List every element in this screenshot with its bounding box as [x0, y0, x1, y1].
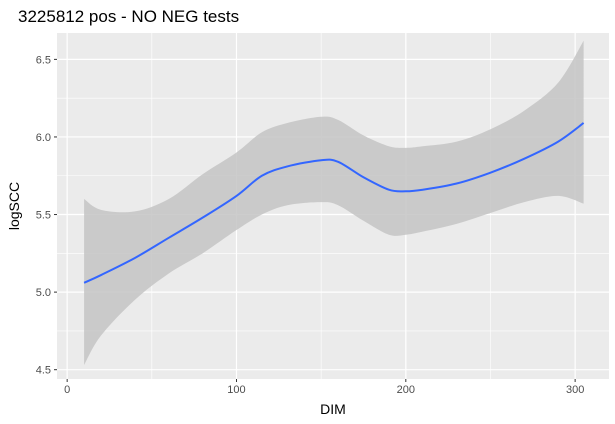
plot-panel	[57, 33, 609, 379]
chart-title: 3225812 pos - NO NEG tests	[18, 7, 239, 26]
x-tick-label: 200	[397, 384, 415, 396]
y-tick-label: 6.0	[36, 132, 51, 144]
x-tick-label: 100	[227, 384, 245, 396]
x-tick-label: 0	[64, 384, 70, 396]
y-tick-label: 5.0	[36, 287, 51, 299]
y-tick-label: 6.5	[36, 54, 51, 66]
x-axis-title: DIM	[320, 401, 346, 417]
y-tick-label: 4.5	[36, 365, 51, 377]
x-tick-label: 300	[566, 384, 584, 396]
x-axis-ticks: 0 100 200 300	[64, 379, 584, 396]
y-axis-title: logSCC	[6, 182, 22, 230]
y-tick-label: 5.5	[36, 210, 51, 222]
trend-line	[83, 122, 585, 284]
y-axis-ticks: 4.5 5.0 5.5 6.0 6.5	[36, 54, 57, 377]
confidence-ribbon	[84, 40, 584, 366]
